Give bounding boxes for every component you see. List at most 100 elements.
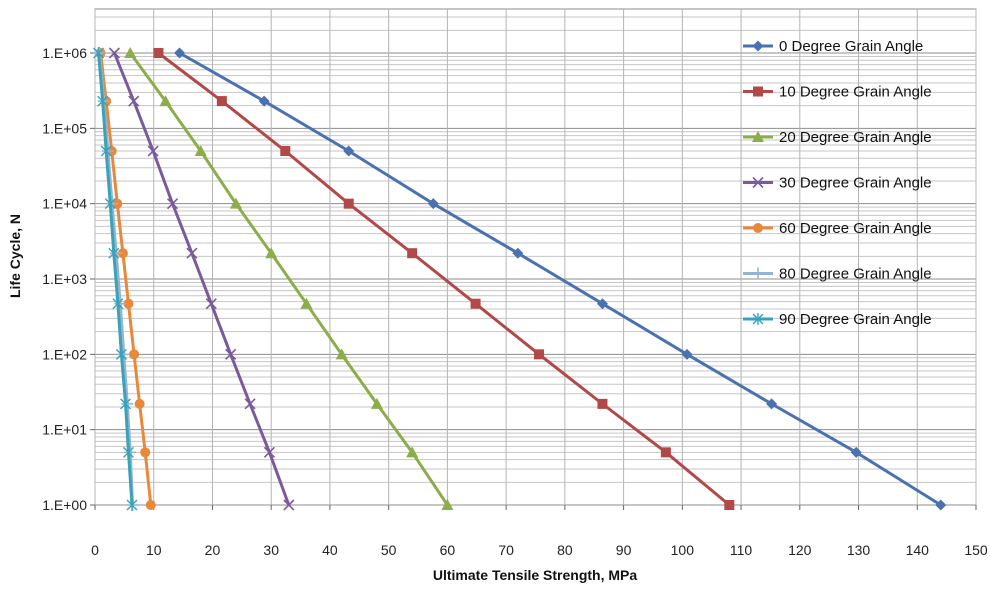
x-tick-label: 100 bbox=[671, 542, 695, 558]
series-line bbox=[99, 52, 153, 506]
marker-stroke bbox=[752, 176, 764, 189]
legend-item: 90 Degree Grain Angle bbox=[743, 311, 932, 328]
legend-item: 10 Degree Grain Angle bbox=[743, 84, 932, 101]
data-point bbox=[300, 297, 313, 309]
data-point bbox=[265, 247, 278, 259]
axes: 1.E+00 1.E+01 1.E+02 1.E+03 1.E+04 1.E+05 1.E+… bbox=[42, 45, 988, 558]
data-point bbox=[186, 247, 198, 259]
data-point bbox=[153, 48, 164, 58]
data-point bbox=[128, 95, 140, 107]
y-tick-label: 1.E+03 bbox=[42, 271, 87, 287]
marker-stroke bbox=[283, 499, 295, 511]
x-axis-title: Ultimate Tensile Strength, MPa bbox=[433, 567, 638, 583]
data-point bbox=[596, 298, 608, 310]
data-point bbox=[121, 397, 134, 410]
y-tick-label: 1.E+05 bbox=[42, 120, 87, 136]
marker-stroke bbox=[166, 198, 179, 210]
data-point bbox=[935, 499, 947, 511]
data-point bbox=[406, 446, 419, 458]
data-point bbox=[470, 298, 481, 309]
legend-label: 0 Degree Grain Angle bbox=[779, 38, 923, 55]
series-3 bbox=[108, 47, 295, 511]
legend-item: 60 Degree Grain Angle bbox=[743, 220, 932, 237]
data-point bbox=[134, 398, 145, 409]
series-line bbox=[129, 52, 449, 506]
marker-stroke bbox=[205, 298, 217, 310]
data-point bbox=[229, 197, 242, 209]
y-axis-title: Life Cycle, N bbox=[7, 214, 23, 298]
series-line bbox=[112, 52, 291, 506]
data-point bbox=[145, 500, 156, 510]
data-point bbox=[343, 198, 354, 209]
data-point bbox=[100, 145, 112, 158]
x-tick-label: 10 bbox=[146, 542, 162, 558]
data-point bbox=[427, 198, 439, 210]
y-tick-label: 1.E+00 bbox=[42, 497, 87, 513]
data-point bbox=[140, 447, 151, 458]
legend-item: 30 Degree Grain Angle bbox=[743, 175, 932, 192]
data-point bbox=[225, 348, 237, 360]
series-layer bbox=[93, 47, 947, 511]
x-tick-label: 150 bbox=[964, 542, 988, 558]
series-1 bbox=[153, 48, 735, 510]
data-point bbox=[597, 398, 608, 409]
data-point bbox=[110, 247, 123, 260]
data-point bbox=[166, 198, 179, 210]
data-point bbox=[104, 197, 116, 210]
data-point bbox=[534, 349, 545, 360]
marker-stroke bbox=[244, 398, 256, 410]
data-point bbox=[122, 446, 134, 459]
data-point bbox=[93, 47, 105, 59]
data-point bbox=[112, 297, 124, 310]
legend-marker bbox=[752, 176, 764, 189]
x-tick-label: 50 bbox=[381, 542, 397, 558]
data-point bbox=[108, 47, 120, 59]
legend-label: 10 Degree Grain Angle bbox=[779, 84, 932, 101]
legend-marker bbox=[752, 313, 764, 325]
legend-item: 20 Degree Grain Angle bbox=[743, 129, 932, 146]
data-point bbox=[174, 47, 186, 59]
legend-marker bbox=[753, 223, 763, 233]
data-point bbox=[343, 145, 355, 157]
data-point bbox=[123, 298, 134, 309]
x-tick-label: 140 bbox=[906, 542, 930, 558]
series-6 bbox=[93, 47, 138, 511]
legend: 0 Degree Grain Angle 10 Degree Grain Angl… bbox=[743, 38, 932, 328]
x-tick-label: 110 bbox=[730, 542, 753, 558]
x-tick-label: 90 bbox=[616, 542, 632, 558]
legend-item: 80 Degree Grain Angle bbox=[743, 266, 932, 283]
series-0 bbox=[174, 47, 947, 511]
data-point bbox=[108, 247, 120, 260]
legend-label: 30 Degree Grain Angle bbox=[779, 175, 932, 192]
data-point bbox=[117, 248, 128, 259]
data-point bbox=[370, 397, 383, 409]
series-line bbox=[157, 51, 731, 507]
legend-marker bbox=[753, 86, 763, 97]
y-tick-label: 1.E+04 bbox=[42, 196, 87, 212]
data-point bbox=[114, 297, 127, 310]
marker-stroke bbox=[108, 47, 120, 59]
x-tick-label: 120 bbox=[788, 542, 812, 558]
data-point bbox=[724, 500, 735, 510]
data-point bbox=[660, 447, 671, 458]
marker-stroke bbox=[147, 145, 159, 157]
marker-stroke bbox=[263, 446, 276, 458]
plot-area bbox=[94, 8, 977, 506]
grid bbox=[94, 8, 977, 506]
series-line bbox=[97, 52, 134, 506]
data-point bbox=[147, 145, 159, 157]
legend-label: 20 Degree Grain Angle bbox=[779, 129, 932, 146]
data-point bbox=[129, 349, 140, 360]
legend-label: 90 Degree Grain Angle bbox=[779, 311, 932, 328]
series-line bbox=[178, 51, 942, 507]
data-point bbox=[194, 145, 207, 157]
data-point bbox=[512, 247, 524, 259]
data-point bbox=[126, 499, 138, 511]
data-point bbox=[159, 95, 172, 107]
data-point bbox=[407, 248, 418, 259]
data-point bbox=[97, 95, 109, 108]
x-tick-label: 20 bbox=[205, 542, 221, 558]
legend-marker bbox=[752, 40, 764, 52]
marker-stroke bbox=[128, 95, 140, 107]
